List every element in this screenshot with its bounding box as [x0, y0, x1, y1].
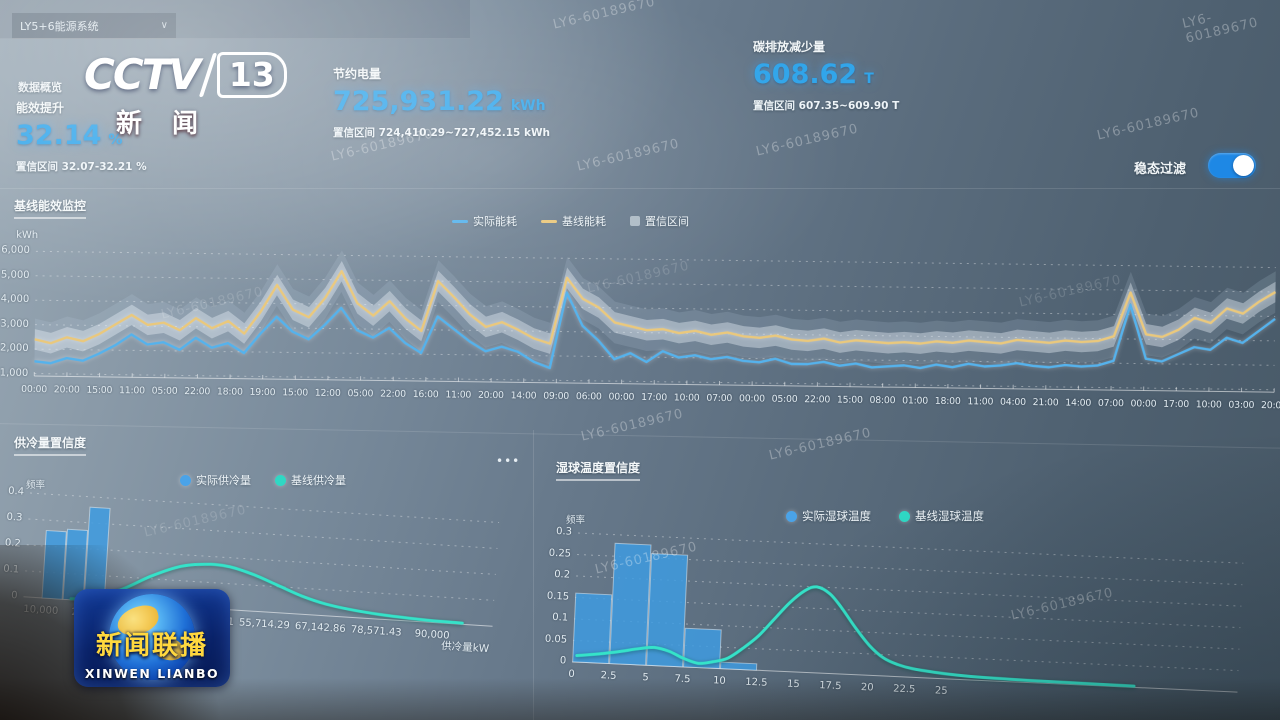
cctv13-logo: CCTV 13 新闻 [84, 50, 287, 140]
legend-label: 基线湿球温度 [915, 509, 984, 523]
kpi-title: 能效提升 [16, 101, 65, 115]
xinwen-lianbo-subtitle: XINWEN LIANBO [84, 666, 220, 681]
dot-swatch-icon [275, 474, 286, 486]
cooling-chart-title: 供冷量置信度 [14, 434, 87, 456]
divider [0, 423, 1280, 449]
kpi-energy-efficiency: 能效提升 32.14% 置信区间 32.07-32.21 % [16, 99, 147, 174]
kpi-title: 节约电量 [333, 67, 382, 81]
more-options-icon[interactable]: ••• [496, 454, 521, 468]
legend-item-confidence-band[interactable]: 置信区间 [630, 213, 689, 229]
kpi-value: 608.62 T [753, 59, 874, 90]
kpi-confidence-interval: 置信区间 724,410.29~727,452.15 kWh [333, 127, 550, 139]
chevron-down-icon: ∨ [160, 20, 168, 31]
kpi-confidence-interval: 置信区间 607.35~609.90 T [753, 100, 900, 112]
kpi-unit: kWh [510, 98, 546, 114]
system-select-label: LY5+6能源系统 [20, 19, 99, 33]
main-chart-title: 基线能效监控 [14, 197, 87, 219]
legend-item-baseline-cooling[interactable]: 基线供冷量 [275, 472, 346, 488]
legend-label: 置信区间 [645, 215, 689, 228]
kpi-confidence-interval: 置信区间 32.07-32.21 % [16, 161, 147, 173]
steady-filter-label: 稳态过滤 [1134, 162, 1187, 177]
legend-item-actual-energy[interactable]: 实际能耗 [452, 213, 517, 229]
wetbulb-chart-title: 湿球温度置信度 [556, 459, 641, 481]
dot-swatch-icon [180, 474, 191, 486]
legend-label: 实际供冷量 [196, 474, 251, 487]
legend-item-actual-wetbulb[interactable]: 实际湿球温度 [786, 508, 871, 524]
cctv-slash-icon [198, 52, 217, 97]
legend-item-baseline-wetbulb[interactable]: 基线湿球温度 [899, 508, 984, 524]
divider [0, 188, 1280, 189]
line-swatch-icon [541, 219, 557, 223]
dot-swatch-icon [899, 510, 910, 522]
xinwen-lianbo-title: 新闻联播 [95, 631, 208, 661]
cctv-wordmark: CCTV [84, 50, 201, 99]
kpi-carbon-reduction: 碳排放减少量 608.62 T 置信区间 607.35~609.90 T [753, 38, 899, 113]
box-swatch-icon [630, 216, 640, 226]
legend-item-baseline-energy[interactable]: 基线能耗 [541, 213, 606, 229]
legend-label: 实际能耗 [473, 215, 517, 228]
dot-swatch-icon [786, 510, 797, 522]
line-swatch-icon [452, 219, 468, 223]
section-label: 数据概览 [18, 81, 62, 94]
divider [533, 430, 534, 720]
cooling-chart-legend: 实际供冷量 基线供冷量 [180, 472, 346, 488]
cooling-x-axis-label: 供冷量kW [440, 640, 490, 656]
cooling-y-axis-label: 频率 [26, 480, 46, 491]
kpi-title: 碳排放减少量 [753, 40, 826, 54]
toggle-knob-icon [1233, 155, 1254, 176]
xinwen-lianbo-logo: 新闻联播 XINWEN LIANBO [74, 589, 230, 687]
kpi-unit: T [864, 71, 874, 87]
steady-filter-toggle[interactable] [1208, 153, 1256, 178]
kpi-value: 32.14% [16, 120, 123, 151]
legend-item-actual-cooling[interactable]: 实际供冷量 [180, 472, 251, 488]
cctv-channel-number: 13 [216, 51, 287, 98]
cctv-news-subtitle: 新闻 [116, 109, 229, 139]
top-bar [0, 0, 470, 39]
wetbulb-chart-legend: 实际湿球温度 基线湿球温度 [786, 508, 984, 524]
wetbulb-y-axis-label: 频率 [566, 515, 586, 526]
y-axis-unit: kWh [16, 229, 39, 242]
legend-label: 基线供冷量 [291, 474, 346, 487]
legend-label: 基线能耗 [562, 215, 606, 228]
kpi-unit: % [108, 132, 123, 148]
system-select[interactable]: LY5+6能源系统 ∨ [12, 13, 176, 39]
legend-label: 实际湿球温度 [802, 509, 871, 523]
kpi-value: 725,931.22 kWh [333, 86, 546, 117]
kpi-energy-saved: 节约电量 725,931.22 kWh 置信区间 724,410.29~727,4… [333, 65, 550, 140]
main-chart-legend: 实际能耗 基线能耗 置信区间 [452, 213, 689, 229]
